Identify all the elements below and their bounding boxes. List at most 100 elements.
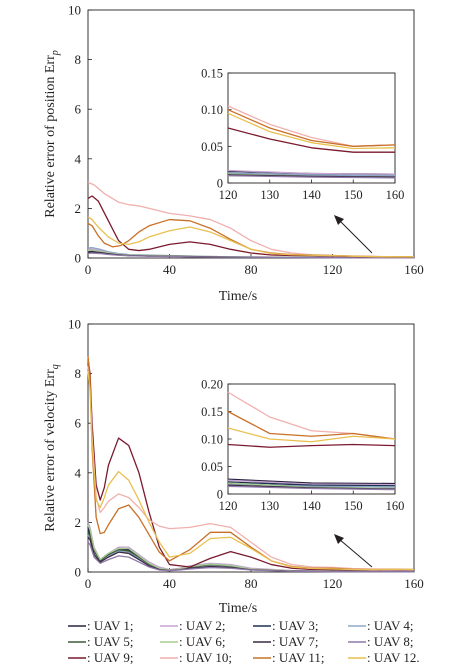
arrow-head — [334, 534, 344, 544]
series-line-uav-3 — [87, 529, 415, 573]
inset-series-lines — [227, 105, 396, 179]
x-tick-label: 40 — [163, 576, 176, 591]
y-tick-label: 4 — [75, 151, 82, 166]
main-axes-ticks: 0 40 80 120 160 0 2 4 6 8 10 — [68, 317, 424, 592]
y-tick-label: 6 — [75, 102, 82, 117]
y-tick-label: 0 — [75, 251, 82, 266]
x-tick-label: 40 — [163, 262, 176, 277]
arrow-head — [334, 215, 344, 225]
y-tick-label: 10 — [68, 317, 81, 332]
inset-x-tick-label: 140 — [302, 499, 321, 513]
arrow-shaft — [338, 219, 373, 254]
inset-y-tick-label: 0.05 — [201, 460, 223, 474]
legend-label-uav-10: : UAV 10; — [179, 650, 232, 665]
inset-x-tick-label: 150 — [344, 499, 363, 513]
inset-frame — [227, 72, 396, 184]
inset-x-tick-label: 130 — [260, 499, 279, 513]
inset-series-line-uav-7 — [227, 174, 396, 178]
x-tick-label: 160 — [404, 576, 424, 591]
x-tick-label: 120 — [323, 262, 343, 277]
inset-y-tick-label: 0.10 — [201, 103, 223, 117]
inset-y-tick-label: 0.15 — [201, 405, 223, 419]
inset-y-tick-label: 0.15 — [201, 67, 223, 81]
inset-y-tick-label: 0.05 — [201, 140, 223, 154]
y-tick-label: 8 — [75, 366, 82, 381]
x-tick-label: 80 — [245, 262, 258, 277]
inset-series-line-uav-9 — [227, 127, 395, 153]
inset-x-tick-label: 160 — [386, 188, 405, 202]
x-tick-label: 120 — [323, 576, 343, 591]
legend-label-uav-8: : UAV 8; — [367, 634, 413, 649]
legend-label-uav-1: : UAV 1; — [87, 618, 133, 633]
y-axis-label-subscript: p — [50, 50, 61, 56]
inset-series-line-uav-8 — [227, 175, 396, 179]
main-axes-ticks: 0 40 80 120 160 0 2 4 6 8 10 — [68, 3, 424, 278]
y-axis-label-main: Relative error of velocity Err — [43, 369, 58, 532]
series-line-uav-8 — [87, 541, 415, 573]
series-line-uav-10 — [87, 366, 415, 571]
series-line-uav-11 — [87, 218, 415, 258]
y-axis-label-main: Relative error of position Err — [43, 55, 58, 218]
y-axis-label: Relative error of velocity Errq — [43, 364, 61, 531]
inset-series-line-uav-1 — [227, 478, 396, 485]
inset-y-tick-label: 0.10 — [201, 433, 223, 447]
main-series-lines — [87, 181, 415, 259]
inset-x-tick-label: 160 — [386, 499, 405, 513]
x-tick-label: 0 — [85, 262, 92, 277]
annotation-arrow — [334, 215, 373, 254]
main-series-lines — [87, 356, 415, 573]
inset-series-line-uav-3 — [227, 481, 396, 487]
inset-series-line-uav-2 — [227, 169, 396, 175]
y-axis-label: Relative error of position Errp — [43, 50, 61, 218]
inset-series-line-uav-2 — [227, 479, 396, 486]
inset-x-tick-label: 140 — [302, 188, 321, 202]
inset-series-line-uav-9 — [227, 443, 396, 448]
y-tick-label: 4 — [75, 465, 82, 480]
inset-series-line-uav-4 — [227, 172, 396, 177]
y-tick-label: 2 — [75, 515, 82, 530]
inset-series-lines — [227, 391, 396, 491]
y-tick-label: 10 — [68, 3, 81, 18]
x-axis-label: Time/s — [219, 289, 257, 304]
x-tick-label: 0 — [85, 576, 92, 591]
legend-label-uav-3: : UAV 3; — [272, 618, 318, 633]
legend-label-uav-7: : UAV 7; — [272, 634, 318, 649]
position-error-panel: 0 40 80 120 160 0 2 4 6 8 10 Time/s Relative error… — [43, 3, 424, 305]
inset-series-line-uav-11 — [227, 109, 396, 147]
legend: : UAV 1;: UAV 2;: UAV 3;: UAV 4;: UAV 5;… — [68, 618, 420, 665]
inset-series-line-uav-8 — [227, 485, 396, 491]
legend-label-uav-11: : UAV 11; — [272, 650, 325, 665]
legend-label-uav-5: : UAV 5; — [87, 634, 133, 649]
series-line-uav-5 — [87, 532, 415, 573]
inset-frame — [227, 383, 396, 495]
legend-label-uav-6: : UAV 6; — [179, 634, 225, 649]
arrow-shaft — [338, 538, 373, 568]
inset-x-tick-label: 150 — [344, 188, 363, 202]
series-line-uav-12 — [87, 371, 415, 571]
x-tick-label: 160 — [404, 262, 424, 277]
y-tick-label: 8 — [75, 52, 82, 67]
inset-ticks: 120 130 140 150 160 0 0.05 0.10 0.15 0.20 — [201, 378, 404, 514]
velocity-error-panel: 0 40 80 120 160 0 2 4 6 8 10 Time/s Relative error… — [43, 317, 424, 617]
y-axis-label-subscript: q — [50, 364, 61, 369]
legend-label-uav-9: : UAV 9; — [87, 650, 133, 665]
inset-x-tick-label: 120 — [219, 188, 238, 202]
series-line-uav-1 — [87, 527, 415, 573]
inset-y-tick-label: 0 — [217, 488, 223, 502]
inset-x-tick-label: 120 — [219, 499, 238, 513]
legend-label-uav-4: : UAV 4; — [367, 618, 413, 633]
y-tick-label: 0 — [75, 565, 82, 580]
inset-ticks: 120 130 140 150 160 0 0.05 0.10 0.15 — [201, 67, 404, 203]
annotation-arrow — [334, 534, 373, 568]
y-tick-label: 6 — [75, 416, 82, 431]
inset-y-tick-label: 0 — [217, 177, 223, 191]
inset-series-line-uav-12 — [227, 427, 396, 443]
x-axis-label: Time/s — [219, 601, 257, 616]
series-line-uav-12 — [87, 216, 415, 258]
inset-series-line-uav-11 — [227, 410, 396, 440]
series-line-uav-9 — [87, 358, 415, 571]
inset-y-tick-label: 0.20 — [201, 378, 223, 392]
y-tick-label: 2 — [75, 201, 82, 216]
inset-series-line-uav-12 — [227, 112, 396, 150]
